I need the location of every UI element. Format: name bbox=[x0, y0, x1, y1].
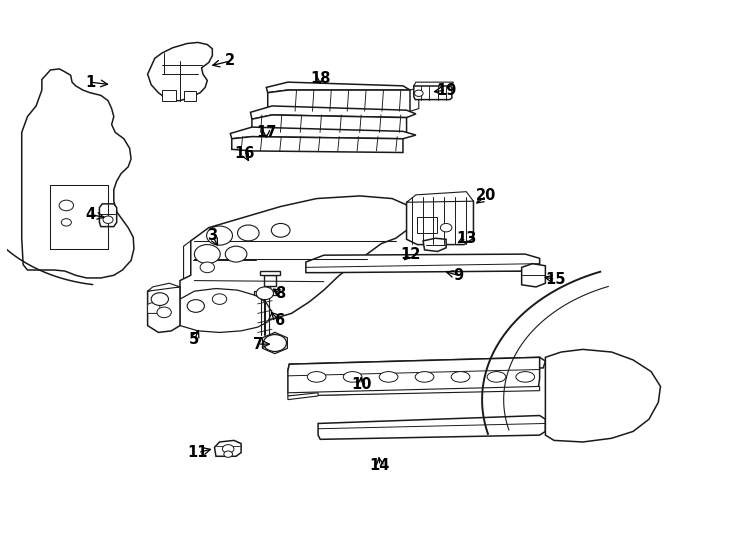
Text: 5: 5 bbox=[189, 332, 200, 347]
Text: 4: 4 bbox=[85, 207, 95, 222]
Ellipse shape bbox=[451, 372, 470, 382]
Ellipse shape bbox=[487, 372, 506, 382]
Polygon shape bbox=[230, 127, 416, 139]
Circle shape bbox=[212, 294, 227, 305]
Polygon shape bbox=[214, 441, 241, 456]
Circle shape bbox=[264, 335, 286, 352]
Polygon shape bbox=[288, 387, 539, 396]
Polygon shape bbox=[148, 303, 160, 313]
Polygon shape bbox=[407, 196, 473, 245]
Circle shape bbox=[440, 224, 452, 232]
Polygon shape bbox=[184, 91, 196, 100]
Circle shape bbox=[195, 245, 220, 264]
Polygon shape bbox=[268, 90, 410, 117]
Text: 2: 2 bbox=[225, 53, 236, 69]
Polygon shape bbox=[260, 271, 280, 275]
Polygon shape bbox=[232, 137, 403, 152]
Polygon shape bbox=[318, 416, 545, 440]
Polygon shape bbox=[254, 291, 276, 295]
Polygon shape bbox=[99, 204, 117, 227]
Text: 10: 10 bbox=[351, 377, 371, 393]
Polygon shape bbox=[180, 196, 416, 327]
Polygon shape bbox=[191, 235, 261, 241]
Polygon shape bbox=[306, 254, 539, 273]
Polygon shape bbox=[264, 275, 276, 286]
Circle shape bbox=[206, 226, 233, 245]
Circle shape bbox=[222, 444, 234, 453]
Circle shape bbox=[200, 262, 214, 273]
Polygon shape bbox=[522, 264, 545, 287]
Polygon shape bbox=[407, 192, 473, 202]
Text: 15: 15 bbox=[545, 272, 566, 287]
Circle shape bbox=[224, 451, 233, 457]
Polygon shape bbox=[418, 217, 437, 233]
Polygon shape bbox=[315, 260, 534, 271]
Circle shape bbox=[225, 246, 247, 262]
Polygon shape bbox=[545, 349, 661, 442]
Text: 19: 19 bbox=[436, 83, 457, 98]
Text: 6: 6 bbox=[275, 313, 284, 328]
Polygon shape bbox=[180, 288, 272, 333]
Polygon shape bbox=[315, 266, 532, 271]
Text: 3: 3 bbox=[207, 228, 217, 243]
Polygon shape bbox=[288, 357, 545, 375]
Polygon shape bbox=[148, 43, 212, 100]
Ellipse shape bbox=[379, 372, 398, 382]
Text: 16: 16 bbox=[235, 146, 255, 161]
Text: 17: 17 bbox=[256, 125, 277, 140]
Polygon shape bbox=[22, 69, 134, 278]
Circle shape bbox=[272, 224, 290, 237]
Polygon shape bbox=[184, 241, 191, 281]
Circle shape bbox=[187, 300, 205, 312]
Polygon shape bbox=[423, 238, 446, 252]
Text: 8: 8 bbox=[275, 286, 286, 301]
Text: 9: 9 bbox=[454, 268, 463, 283]
Ellipse shape bbox=[308, 372, 326, 382]
Text: 1: 1 bbox=[85, 75, 95, 90]
Polygon shape bbox=[288, 357, 539, 396]
Text: 13: 13 bbox=[456, 231, 476, 246]
Text: 14: 14 bbox=[370, 458, 390, 473]
Polygon shape bbox=[414, 86, 452, 99]
Circle shape bbox=[157, 307, 171, 318]
Polygon shape bbox=[191, 241, 258, 281]
Text: 18: 18 bbox=[310, 71, 330, 86]
Circle shape bbox=[151, 293, 169, 306]
Circle shape bbox=[59, 200, 73, 211]
Circle shape bbox=[256, 287, 274, 300]
Polygon shape bbox=[266, 82, 410, 93]
Circle shape bbox=[415, 90, 423, 97]
Polygon shape bbox=[148, 287, 180, 333]
Polygon shape bbox=[250, 106, 416, 119]
Text: 7: 7 bbox=[252, 336, 263, 352]
Polygon shape bbox=[162, 90, 176, 100]
Circle shape bbox=[103, 216, 113, 224]
Circle shape bbox=[238, 225, 259, 241]
Polygon shape bbox=[410, 87, 419, 111]
Text: 11: 11 bbox=[188, 445, 208, 460]
Polygon shape bbox=[148, 283, 180, 291]
Ellipse shape bbox=[415, 372, 434, 382]
Circle shape bbox=[62, 219, 71, 226]
Ellipse shape bbox=[516, 372, 534, 382]
Polygon shape bbox=[288, 393, 318, 400]
Ellipse shape bbox=[344, 372, 362, 382]
Text: 20: 20 bbox=[476, 188, 497, 204]
Polygon shape bbox=[252, 115, 407, 133]
Polygon shape bbox=[414, 82, 454, 86]
Text: 12: 12 bbox=[400, 247, 421, 261]
